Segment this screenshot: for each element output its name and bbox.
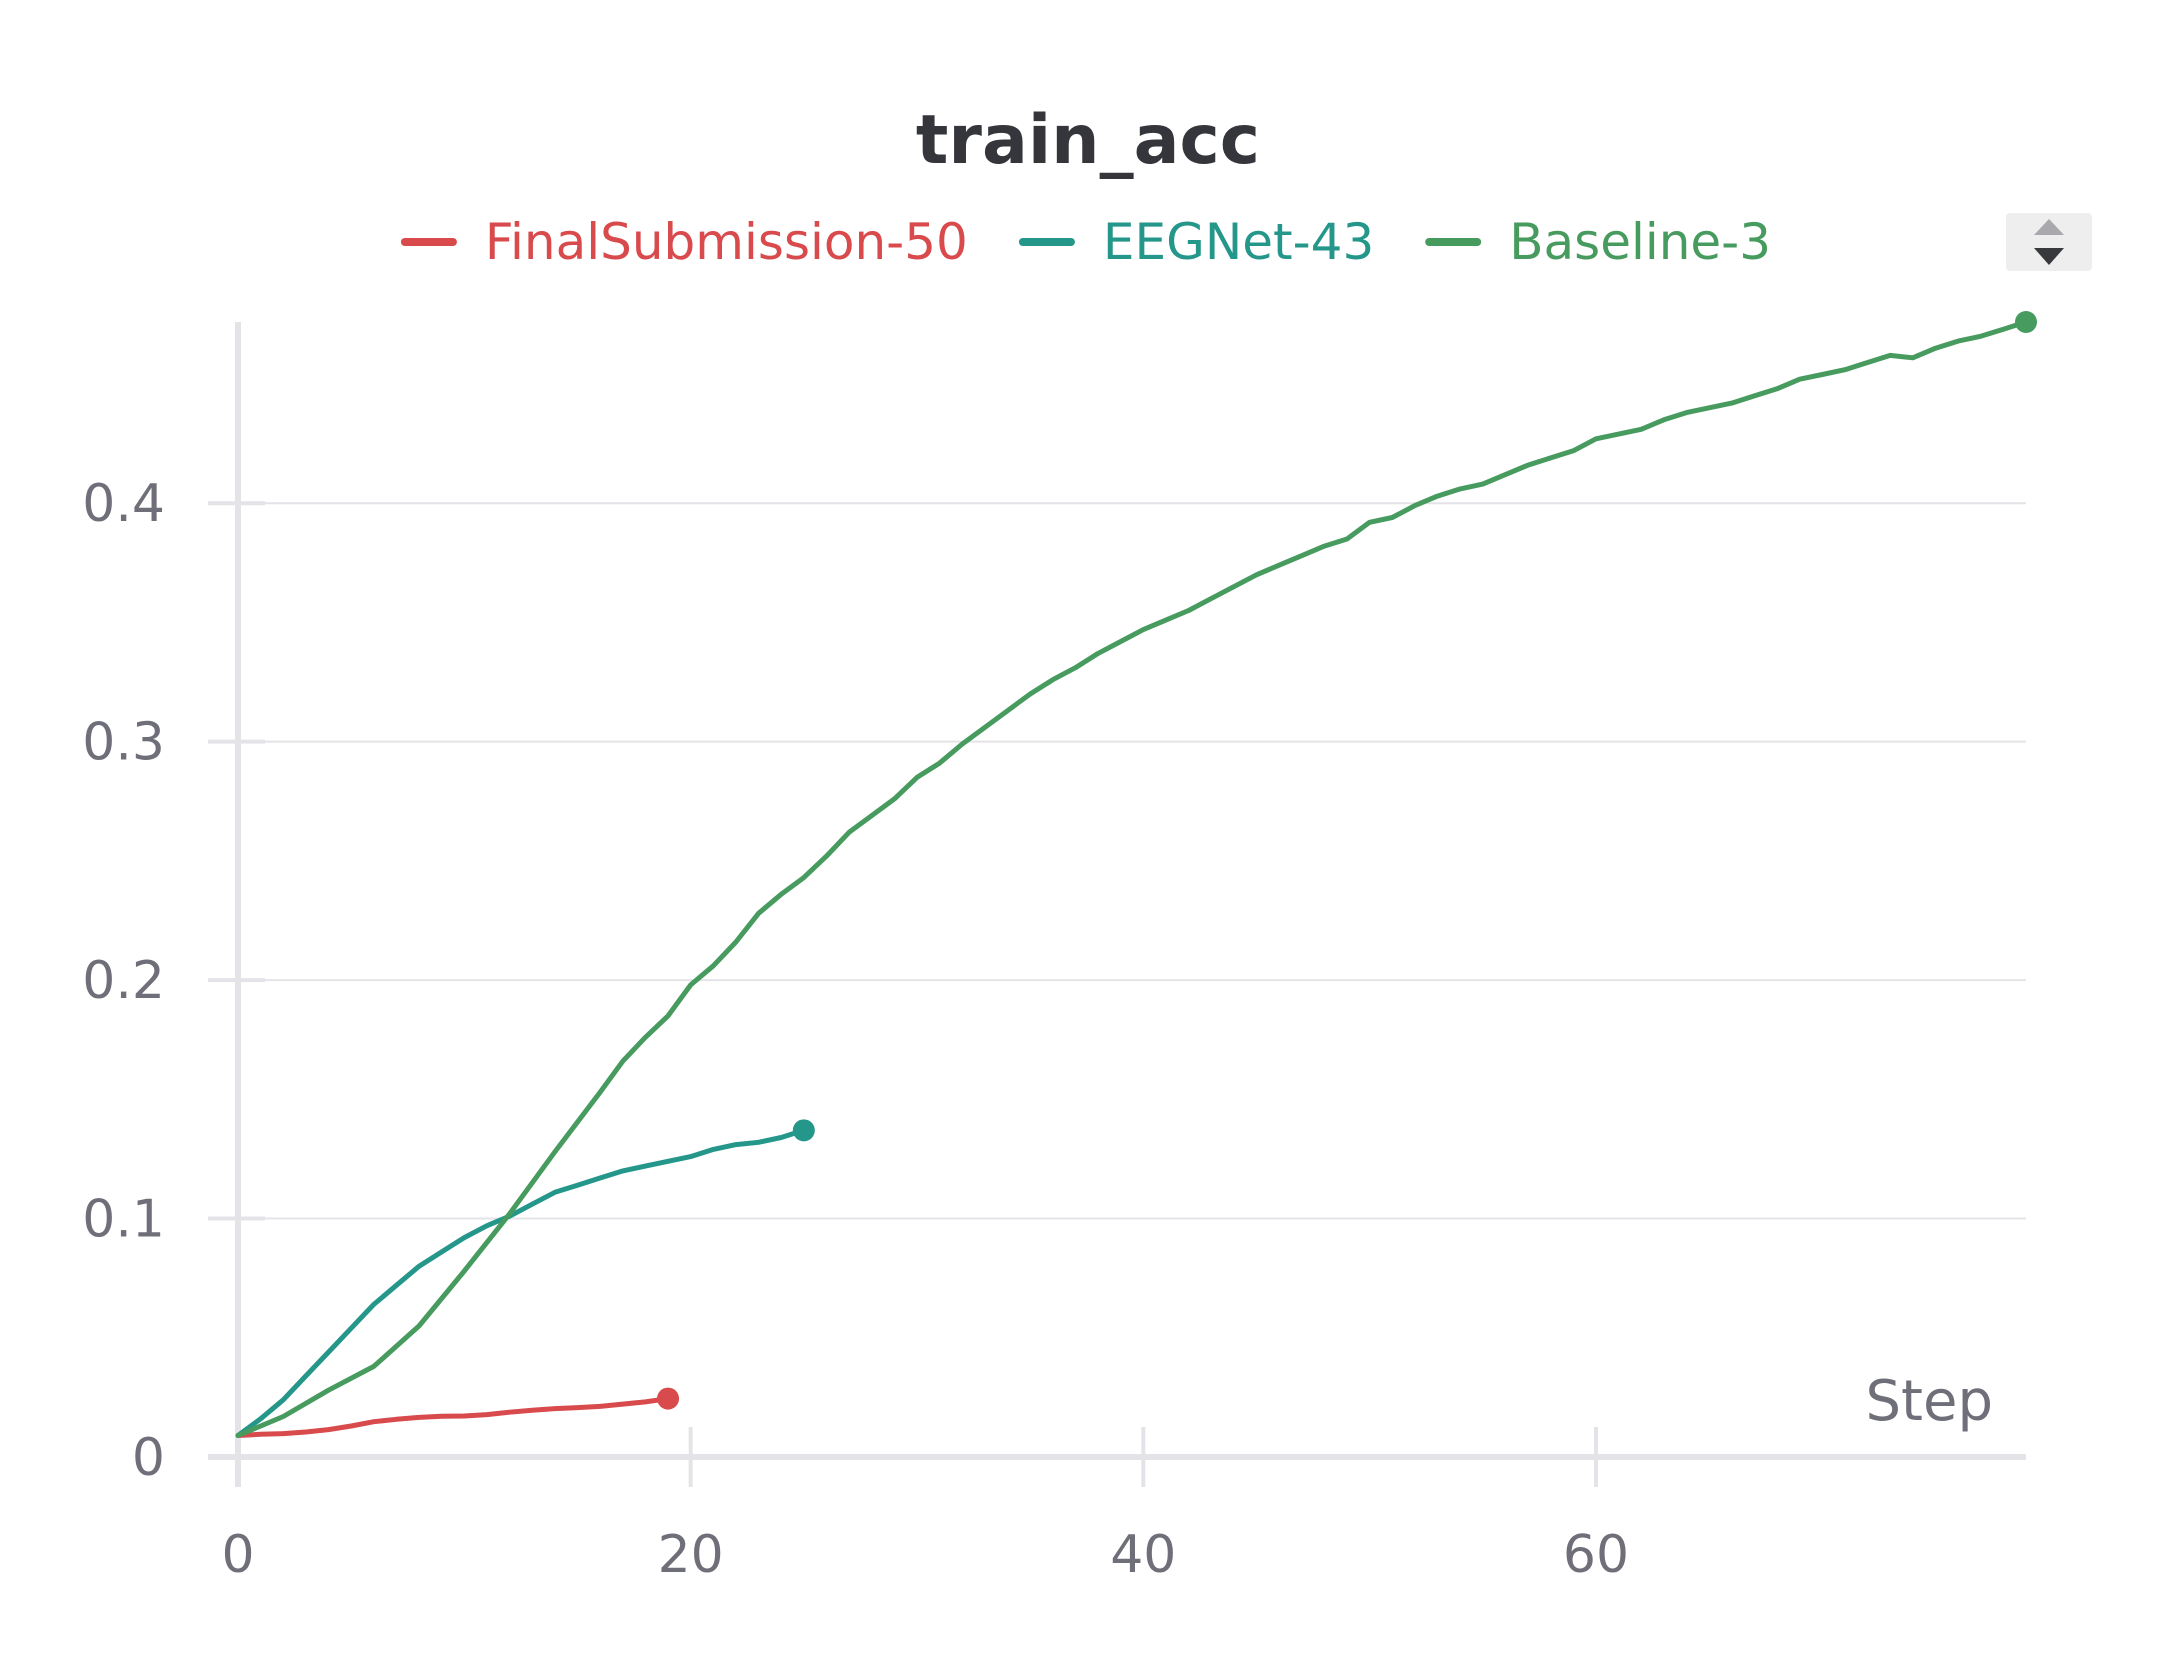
- up-arrow-icon[interactable]: [2034, 219, 2064, 235]
- grid: [238, 502, 2026, 1220]
- series-layer: [235, 311, 2037, 1438]
- y-tick-label: 0.3: [82, 713, 165, 773]
- x-axis-label: Step: [1865, 1369, 1993, 1434]
- series-line-2: [235, 1127, 807, 1438]
- series-line-1: [235, 1396, 671, 1438]
- legend-item[interactable]: FinalSubmission-50: [400, 213, 968, 271]
- legend-item[interactable]: EEGNet-43: [1018, 213, 1374, 271]
- chart-title: train_acc: [916, 101, 1260, 180]
- series-end-point: [657, 1387, 680, 1410]
- y-tick-label: 0.4: [82, 474, 165, 534]
- x-tick-label: 20: [658, 1525, 724, 1585]
- axes: 0 0.1 0.2 0.3 0.4 0 20 40 60: [82, 322, 2026, 1585]
- series-line-3: [235, 319, 2029, 1438]
- x-tick-label: 40: [1110, 1525, 1176, 1585]
- y-tick-label: 0.2: [82, 951, 165, 1011]
- x-tick-label: 60: [1563, 1525, 1629, 1585]
- y-tick-label: 0.1: [82, 1190, 165, 1250]
- legend-scroll-button[interactable]: [2006, 213, 2092, 271]
- series-end-point: [792, 1119, 815, 1142]
- series-end-point: [2015, 311, 2037, 333]
- legend-label: FinalSubmission-50: [485, 213, 968, 271]
- legend: FinalSubmission-50 EEGNet-43 Baseline-3: [400, 213, 1771, 271]
- down-arrow-icon[interactable]: [2034, 248, 2064, 265]
- legend-item[interactable]: Baseline-3: [1425, 213, 1771, 271]
- legend-scroll-background: [2006, 213, 2092, 271]
- x-tick-label: 0: [221, 1525, 254, 1585]
- legend-label: Baseline-3: [1509, 213, 1771, 271]
- legend-label: EEGNet-43: [1103, 213, 1374, 271]
- y-tick-label: 0: [132, 1428, 165, 1488]
